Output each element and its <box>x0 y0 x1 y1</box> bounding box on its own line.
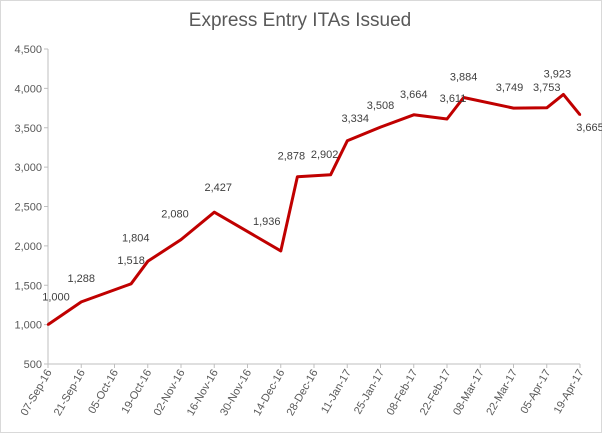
x-tick-label: 05-Apr-17 <box>518 368 553 416</box>
data-label: 1,288 <box>67 273 95 285</box>
y-axis: 500 1,000 1,500 2,000 2,500 3,000 3,500 4,000 4,… <box>14 44 49 371</box>
data-point <box>545 106 548 110</box>
x-tick-label: 19-Apr-17 <box>552 368 587 416</box>
x-tick-label: 02-Nov-16 <box>152 368 188 418</box>
data-label: 1,804 <box>122 232 150 244</box>
series-line <box>47 92 582 326</box>
data-label: 3,508 <box>367 100 395 112</box>
data-point <box>80 300 83 304</box>
data-label: 3,334 <box>341 113 369 125</box>
data-point <box>146 260 149 263</box>
data-point <box>179 238 183 241</box>
data-point <box>213 211 216 214</box>
x-tick-label: 08-Feb-17 <box>385 368 421 418</box>
data-point <box>279 249 282 253</box>
y-tick-label: 2,500 <box>14 202 42 214</box>
y-tick-label: 2,000 <box>14 241 42 253</box>
data-point <box>296 175 299 178</box>
x-tick-label: 16-Nov-16 <box>185 368 221 418</box>
data-label: 3,753 <box>533 82 561 94</box>
x-tick-label: 05-Oct-16 <box>86 368 121 416</box>
data-label: 2,427 <box>204 182 232 194</box>
x-axis: 07-Sep-1621-Sep-1605-Oct-1619-Oct-1602-N… <box>19 363 587 418</box>
x-tick-label: 08-Mar-17 <box>451 368 487 418</box>
data-point <box>346 139 349 143</box>
data-label: 1,518 <box>117 255 145 267</box>
data-point <box>445 117 449 121</box>
y-tick-label: 1,500 <box>14 280 42 292</box>
y-tick-label: 4,500 <box>14 44 42 56</box>
x-tick-label: 28-Dec-16 <box>285 368 321 418</box>
data-label: 3,923 <box>544 68 572 80</box>
y-tick-label: 500 <box>24 359 42 371</box>
data-point <box>379 125 382 129</box>
x-tick-label: 11-Jan-17 <box>319 368 354 416</box>
data-label: 3,665 <box>576 122 602 134</box>
x-tick-label: 22-Feb-17 <box>418 368 454 418</box>
data-point <box>462 96 465 99</box>
data-point <box>512 106 515 110</box>
data-point <box>578 113 582 116</box>
x-tick-label: 19-Oct-16 <box>119 368 154 416</box>
data-point <box>412 113 415 117</box>
x-tick-label: 30-Nov-16 <box>218 368 254 418</box>
data-label: 2,080 <box>161 209 189 221</box>
data-point <box>562 93 565 96</box>
y-tick-label: 3,500 <box>14 123 42 135</box>
x-tick-label: 21-Sep-16 <box>52 368 88 418</box>
data-label: 3,884 <box>450 72 478 84</box>
data-point <box>129 282 133 286</box>
x-tick-label: 25-Jan-17 <box>352 368 387 417</box>
data-point <box>329 173 332 177</box>
data-label: 3,611 <box>440 93 467 105</box>
data-label: 1,936 <box>253 216 281 228</box>
data-label: 3,749 <box>496 82 524 94</box>
x-tick-label: 14-Dec-16 <box>251 368 287 418</box>
data-label: 2,902 <box>311 149 339 161</box>
y-tick-label: 1,000 <box>14 320 42 332</box>
data-label: 3,664 <box>400 89 428 101</box>
chart-title: Express Entry ITAs Issued <box>188 10 412 31</box>
y-tick-label: 3,000 <box>14 162 42 174</box>
data-point <box>46 323 50 326</box>
x-tick-label: 07-Sep-16 <box>19 368 55 418</box>
series <box>46 92 582 326</box>
data-labels: 1,000 1,288 1,518 1,804 2,080 2,427 1,936 2,878… <box>42 68 602 303</box>
x-tick-label: 22-Mar-17 <box>484 368 520 418</box>
data-label: 1,000 <box>42 292 70 304</box>
y-tick-label: 4,000 <box>14 83 42 95</box>
data-label: 2,878 <box>278 151 306 163</box>
